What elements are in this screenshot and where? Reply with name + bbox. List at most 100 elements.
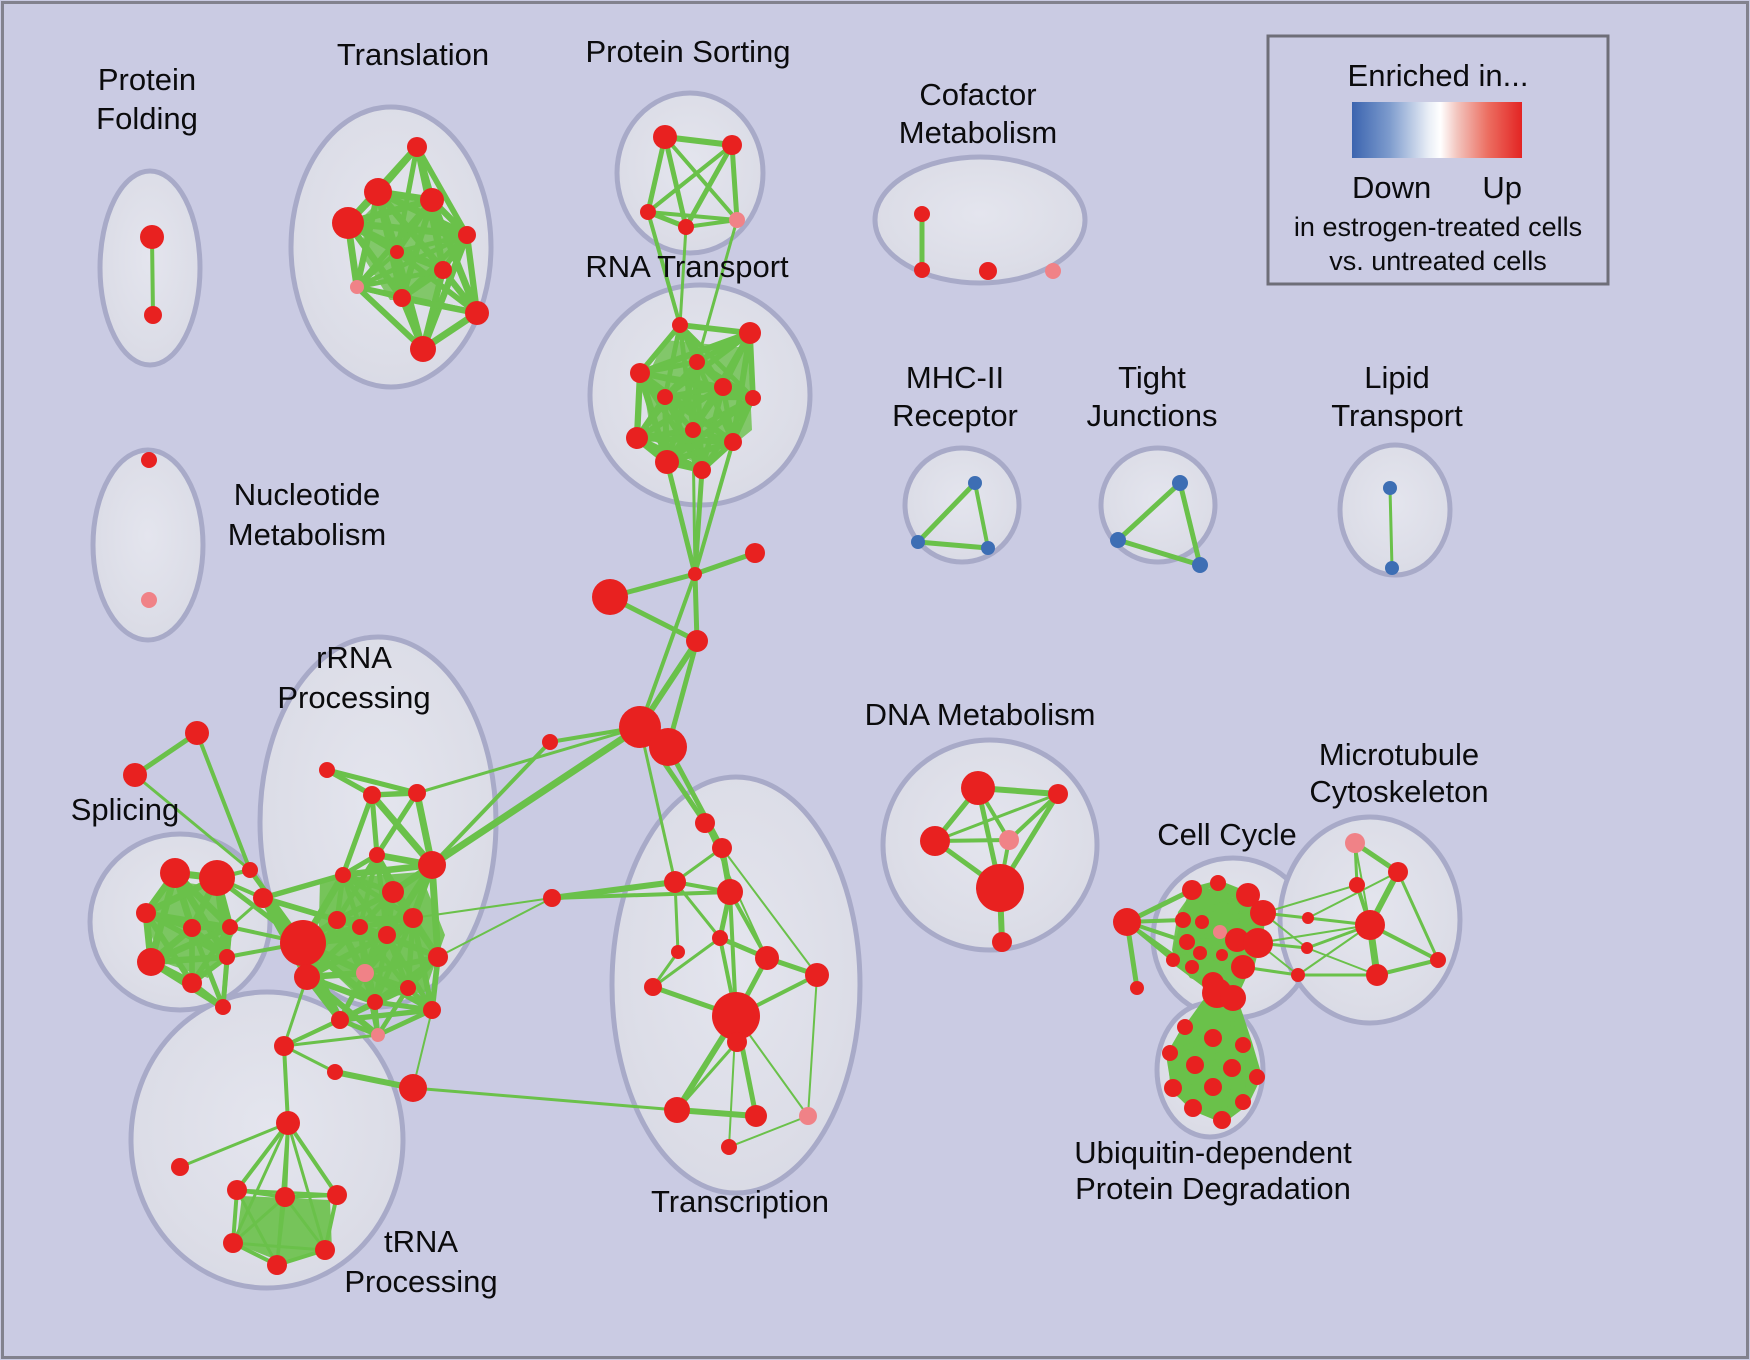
gene-set-node bbox=[1349, 877, 1365, 893]
gene-set-node bbox=[144, 306, 162, 324]
gene-set-node bbox=[799, 1107, 817, 1125]
gene-set-node bbox=[1213, 1111, 1231, 1129]
gene-set-node bbox=[371, 1028, 385, 1042]
overlap-edge bbox=[304, 974, 381, 1038]
overlap-edge bbox=[428, 723, 644, 869]
gene-set-node bbox=[400, 980, 416, 996]
gene-set-node bbox=[805, 963, 829, 987]
cluster-label-protein_folding: Protein bbox=[98, 62, 196, 97]
overlap-edge bbox=[414, 144, 470, 238]
gene-set-node bbox=[171, 1158, 189, 1176]
gene-set-node bbox=[1172, 475, 1188, 491]
cluster-label-lipid_transport: Lipid bbox=[1364, 360, 1430, 395]
overlap-edge bbox=[282, 1044, 290, 1125]
cluster-label-ubiquitin_degradation: Protein Degradation bbox=[1075, 1171, 1351, 1206]
gene-set-node bbox=[745, 543, 765, 563]
gene-set-node bbox=[689, 354, 705, 370]
overlap-edge bbox=[282, 1000, 377, 1048]
cluster-label-rrna_processing: Processing bbox=[277, 680, 430, 715]
overlap-edge bbox=[394, 232, 470, 255]
cluster-label-dna_metabolism: DNA Metabolism bbox=[865, 697, 1096, 732]
gene-set-node bbox=[1130, 981, 1144, 995]
cluster-label-splicing: Splicing bbox=[71, 792, 180, 827]
gene-set-node bbox=[393, 289, 411, 307]
gene-set-node bbox=[979, 262, 997, 280]
overlap-edge bbox=[374, 790, 420, 858]
gene-set-node bbox=[1204, 1029, 1222, 1047]
overlap-edge bbox=[664, 395, 756, 465]
gene-set-node bbox=[1355, 910, 1385, 940]
overlap-edge bbox=[1257, 924, 1371, 944]
gene-set-node bbox=[1048, 784, 1068, 804]
overlap-edge bbox=[354, 284, 426, 352]
legend-color-scale bbox=[1352, 102, 1522, 158]
gene-set-node bbox=[685, 422, 701, 438]
gene-set-node bbox=[619, 706, 661, 748]
gene-set-node bbox=[1213, 925, 1227, 939]
cluster-label-microtubule_cytoskeleton: Microtubule bbox=[1319, 737, 1479, 772]
gene-set-node bbox=[1110, 532, 1126, 548]
overlap-edge bbox=[662, 394, 756, 401]
legend-box bbox=[1266, 34, 1610, 286]
gene-set-node bbox=[408, 784, 426, 802]
gene-set-node bbox=[721, 1139, 737, 1155]
overlap-edge bbox=[354, 249, 400, 290]
gene-set-node bbox=[543, 889, 561, 907]
gene-set-node bbox=[1366, 964, 1388, 986]
overlap-edge bbox=[282, 1033, 380, 1048]
gene-set-node bbox=[1243, 928, 1273, 958]
overlap-edge bbox=[339, 861, 436, 879]
gene-set-node bbox=[137, 948, 165, 976]
gene-set-node bbox=[1177, 1019, 1193, 1035]
gene-set-node bbox=[141, 452, 157, 468]
overlap-edge bbox=[1115, 537, 1203, 568]
cluster-ellipse-lipid_transport bbox=[1337, 442, 1453, 578]
gene-set-node bbox=[712, 930, 728, 946]
overlap-edge bbox=[195, 731, 252, 872]
gene-set-node bbox=[1179, 934, 1195, 950]
cluster-label-nucleotide_metabolism: Nucleotide bbox=[234, 477, 380, 512]
gene-set-node bbox=[1186, 1056, 1204, 1074]
gene-set-node bbox=[542, 734, 558, 750]
overlap-edge bbox=[286, 1121, 339, 1197]
gene-set-node bbox=[592, 579, 628, 615]
overlap-edge bbox=[692, 550, 758, 577]
gene-set-node bbox=[123, 763, 147, 787]
overlap-edge bbox=[1388, 486, 1394, 570]
overlap-edge bbox=[372, 915, 416, 1005]
gene-set-node bbox=[671, 945, 685, 959]
gene-set-node bbox=[626, 427, 648, 449]
overlap-edge bbox=[344, 219, 471, 239]
overlap-edge bbox=[419, 266, 447, 353]
cluster-ellipse-mhc_ii_receptor bbox=[902, 445, 1022, 565]
overlap-edge bbox=[398, 294, 481, 317]
overlap-edge bbox=[638, 572, 697, 729]
gene-set-node bbox=[407, 137, 427, 157]
cluster-label-nucleotide_metabolism: Metabolism bbox=[228, 517, 387, 552]
overlap-edge bbox=[354, 267, 446, 290]
overlap-edge bbox=[375, 1007, 435, 1038]
gene-set-node bbox=[992, 932, 1012, 952]
gene-set-node bbox=[328, 911, 346, 929]
gene-set-node bbox=[420, 188, 444, 212]
gene-set-node bbox=[1385, 561, 1399, 575]
overlap-edge bbox=[646, 210, 682, 327]
gene-set-node bbox=[755, 946, 779, 970]
overlap-edge bbox=[638, 725, 677, 884]
overlap-edge bbox=[415, 725, 642, 795]
gene-set-node bbox=[352, 919, 368, 935]
gene-set-node bbox=[403, 908, 423, 928]
gene-set-node bbox=[727, 1032, 747, 1052]
legend-up-label: Up bbox=[1482, 170, 1522, 205]
cluster-label-rrna_processing: rRNA bbox=[316, 640, 392, 675]
cluster-label-lipid_transport: Transport bbox=[1331, 398, 1463, 433]
gene-set-node bbox=[712, 992, 760, 1040]
overlap-edge bbox=[646, 143, 734, 214]
gene-set-node bbox=[739, 322, 761, 344]
overlap-edge bbox=[1115, 480, 1183, 543]
overlap-edge bbox=[324, 767, 420, 796]
gene-set-node bbox=[1193, 946, 1207, 960]
gene-set-node bbox=[722, 135, 742, 155]
gene-set-node bbox=[223, 1233, 243, 1253]
